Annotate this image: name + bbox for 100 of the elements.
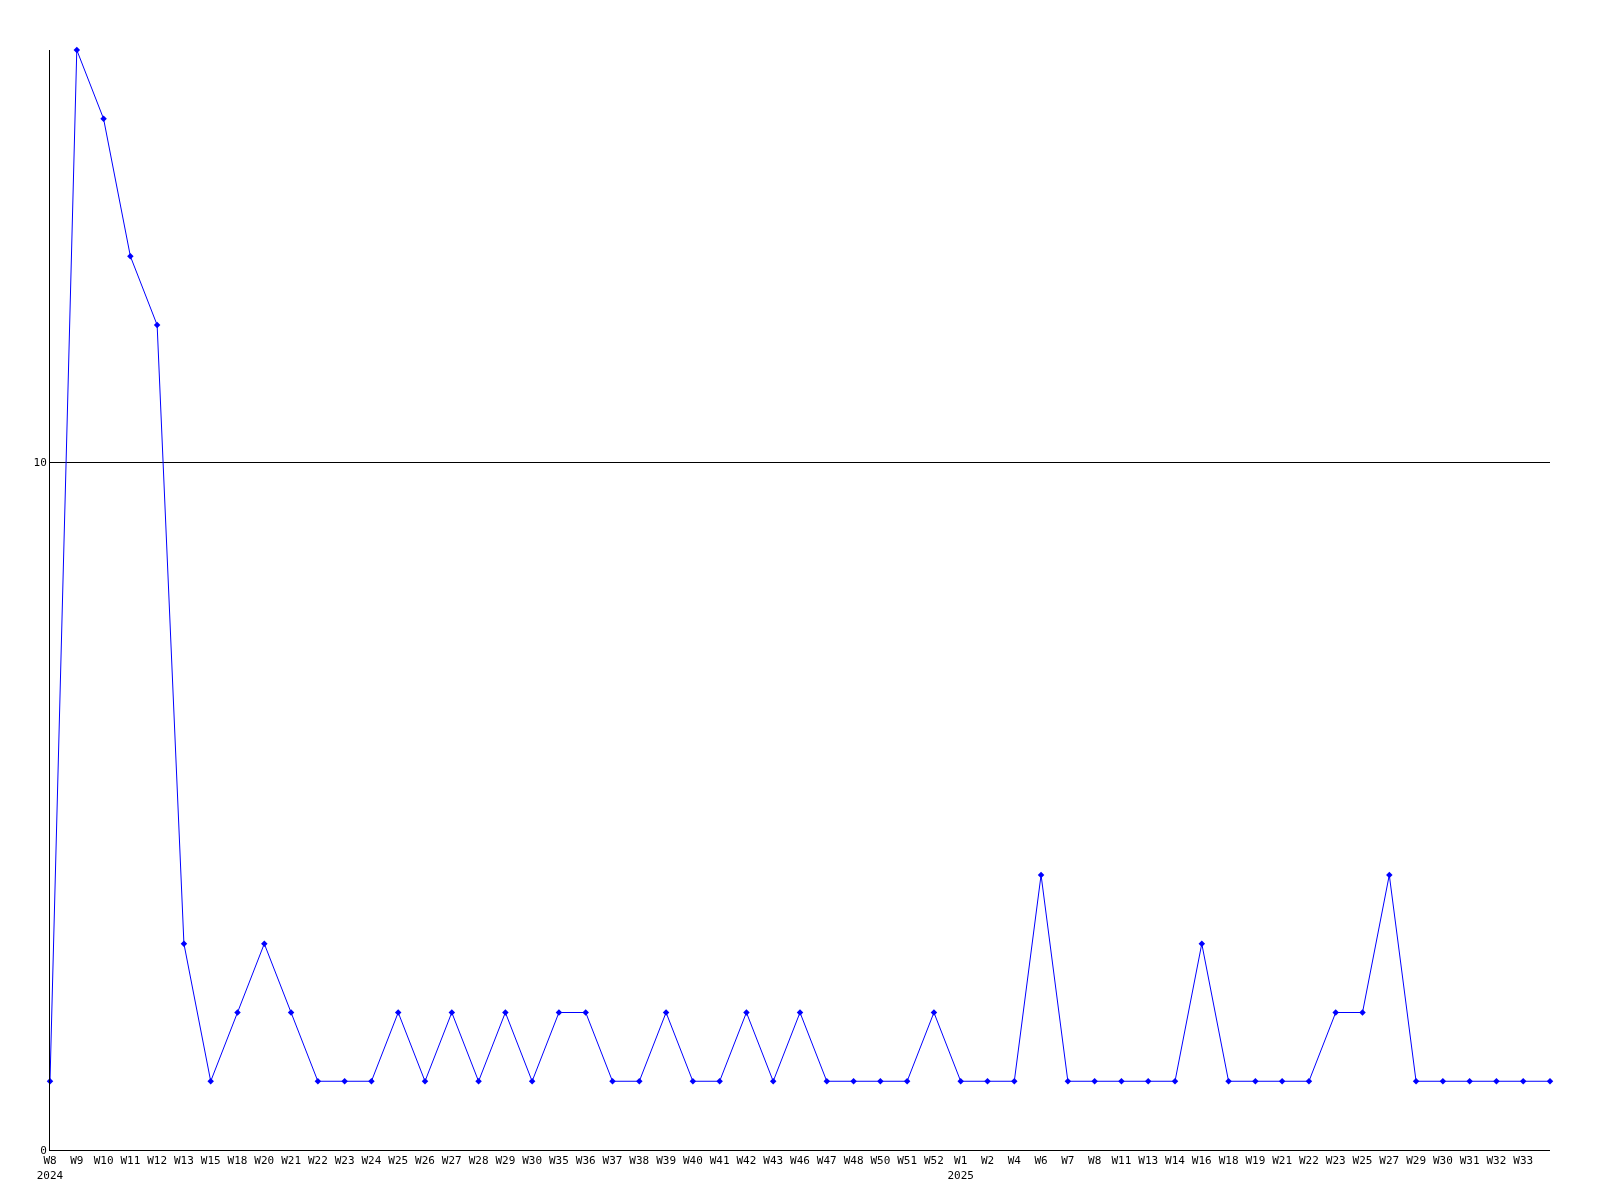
point — [1225, 1078, 1232, 1085]
x-tick-label: W28 — [468, 1154, 489, 1168]
x-tick-label: W13 — [173, 1154, 194, 1168]
point — [1412, 1078, 1420, 1085]
point — [127, 253, 134, 260]
point — [153, 321, 161, 329]
x-tick-label: W29 — [495, 1154, 516, 1168]
point — [180, 940, 188, 947]
point — [234, 1009, 241, 1016]
point — [502, 1009, 509, 1016]
x-tick-label: W27 — [441, 1154, 462, 1168]
point — [475, 1078, 482, 1085]
point — [850, 1078, 857, 1085]
point — [421, 1078, 429, 1085]
point — [1439, 1078, 1447, 1085]
point — [261, 940, 268, 947]
x-tick-label: W10 — [93, 1154, 114, 1168]
point — [1037, 871, 1045, 879]
x-tick-label: W8 2024 — [36, 1154, 64, 1182]
x-tick-label: W35 — [548, 1154, 569, 1168]
x-tick-label: W33 — [1513, 1154, 1534, 1168]
point — [1466, 1078, 1473, 1085]
x-tick-label: W29 — [1406, 1154, 1427, 1168]
x-tick-label: W2 — [980, 1154, 995, 1168]
point — [341, 1078, 348, 1085]
x-tick-label: W19 — [1245, 1154, 1266, 1168]
point — [743, 1009, 750, 1016]
point — [716, 1078, 723, 1085]
x-tick-label: W21 — [1272, 1154, 1293, 1168]
x-tick-label: W24 — [361, 1154, 382, 1168]
x-tick-label: W31 — [1459, 1154, 1480, 1168]
point — [1171, 1078, 1179, 1085]
x-tick-label: W52 — [923, 1154, 944, 1168]
point — [903, 1078, 911, 1085]
x-tick-label: W40 — [682, 1154, 703, 1168]
x-tick-label: W27 — [1379, 1154, 1400, 1168]
x-tick-label: W8 — [1088, 1154, 1102, 1168]
point — [1091, 1078, 1098, 1085]
x-tick-label: W36 — [575, 1154, 596, 1168]
point — [1064, 1078, 1072, 1085]
x-tick-label: W47 — [816, 1154, 837, 1168]
x-tick-label: W23 — [1325, 1154, 1346, 1168]
point — [1252, 1078, 1259, 1085]
point — [636, 1078, 643, 1085]
point — [207, 1078, 214, 1085]
x-tick-label: W51 — [897, 1154, 918, 1168]
point — [769, 1078, 777, 1085]
point — [1278, 1078, 1286, 1085]
x-tick-label: W37 — [602, 1154, 623, 1168]
point — [1144, 1078, 1152, 1085]
x-tick-label: W1 2025 — [947, 1154, 974, 1182]
point — [368, 1078, 375, 1085]
x-tick-label: W7 — [1061, 1154, 1075, 1168]
point — [984, 1078, 991, 1085]
point — [1546, 1078, 1554, 1085]
y-tick-label: 10 — [33, 456, 47, 470]
x-tick-label: W30 — [522, 1154, 543, 1168]
x-tick-label: W25 — [1352, 1154, 1373, 1168]
y-tick-label: 0 — [40, 1143, 47, 1157]
point — [1011, 1078, 1018, 1085]
x-tick-label: W32 — [1486, 1154, 1507, 1168]
x-tick-label: W18 — [227, 1154, 248, 1168]
point — [1359, 1009, 1366, 1016]
x-tick-label: W39 — [656, 1154, 677, 1168]
point — [73, 46, 81, 54]
x-tick-label: W21 — [281, 1154, 302, 1168]
point — [582, 1009, 589, 1016]
point — [823, 1078, 831, 1085]
point — [528, 1078, 536, 1085]
point — [1118, 1078, 1125, 1085]
x-tick-label: W11 — [120, 1154, 141, 1168]
x-tick-label: W25 — [388, 1154, 409, 1168]
x-tick-label: W30 — [1432, 1154, 1453, 1168]
point — [957, 1078, 964, 1085]
x-tick-label: W46 — [790, 1154, 810, 1168]
x-tick-label: W22 — [307, 1154, 328, 1168]
x-tick-label: W48 — [843, 1154, 864, 1168]
x-tick-label: W4 — [1007, 1154, 1022, 1168]
point — [1493, 1078, 1500, 1085]
x-tick-label: W6 — [1034, 1154, 1048, 1168]
x-tick-label: W13 — [1138, 1154, 1159, 1168]
x-tick-label: W50 — [870, 1154, 891, 1168]
x-tick-label: W42 — [736, 1154, 757, 1168]
x-tick-label: W9 — [70, 1154, 84, 1168]
x-tick-label: W14 — [1165, 1154, 1186, 1168]
point — [100, 115, 107, 122]
point — [1198, 940, 1206, 947]
x-tick-label: W22 — [1298, 1154, 1319, 1168]
x-tick-label: W23 — [334, 1154, 355, 1168]
x-tick-label: W11 — [1111, 1154, 1132, 1168]
x-tick-label: W43 — [763, 1154, 784, 1168]
point — [314, 1078, 322, 1085]
x-tick-label: W12 — [147, 1154, 168, 1168]
x-tick-label: W41 — [709, 1154, 730, 1168]
point — [689, 1078, 697, 1085]
x-tick-label: W16 — [1191, 1154, 1212, 1168]
x-tick-label: W15 — [200, 1154, 221, 1168]
point — [877, 1078, 884, 1085]
x-tick-label: W18 — [1218, 1154, 1239, 1168]
point — [1332, 1009, 1339, 1016]
